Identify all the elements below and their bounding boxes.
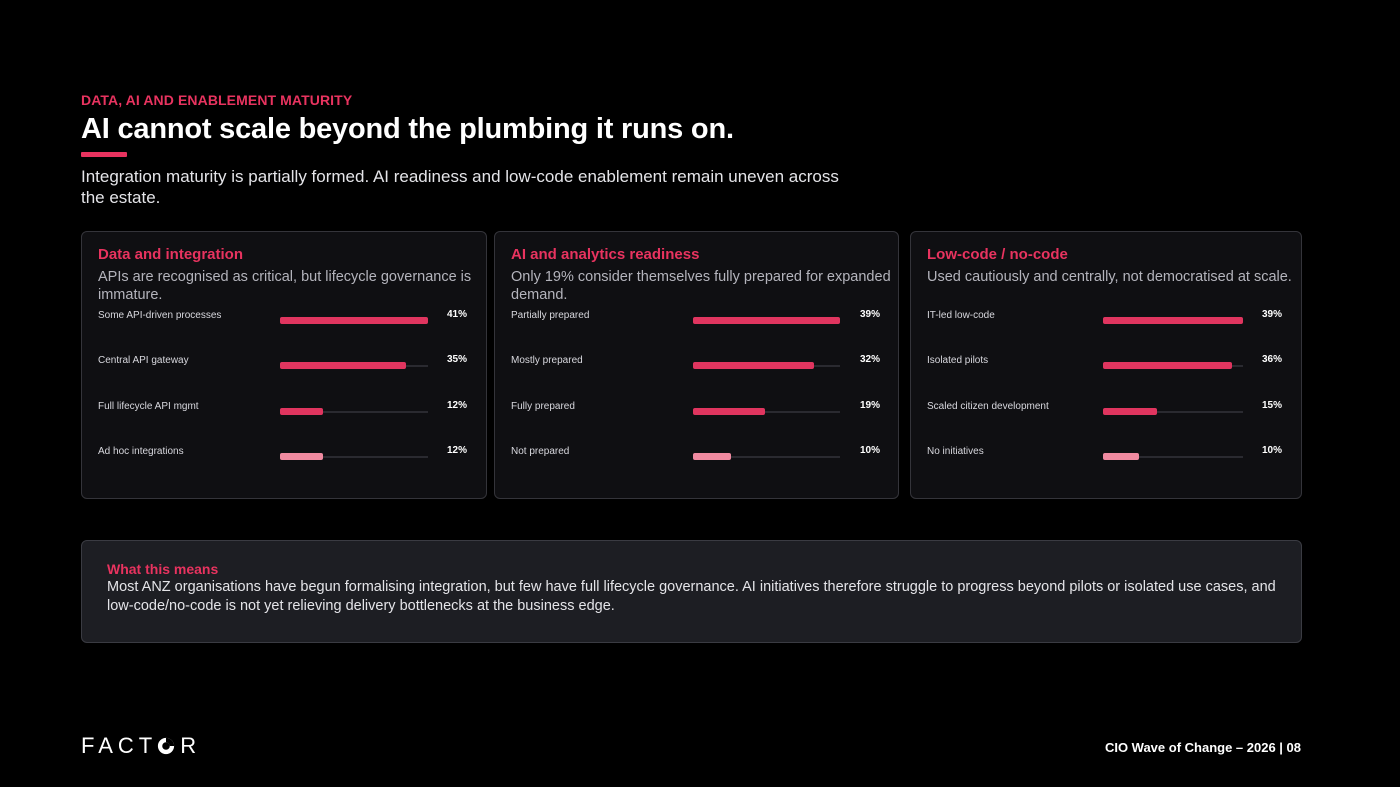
card-title: Low-code / no-code [927,246,1068,263]
logo-text-left: FACT [81,733,158,758]
bar-label: Mostly prepared [511,355,583,366]
bar-value-label: 12% [446,400,467,411]
card-data-integration: Data and integration APIs are recognised… [81,231,487,499]
title-underline [81,152,127,157]
bar-value-label: 41% [446,309,467,320]
bar-label: Full lifecycle API mgmt [98,401,199,412]
means-title: What this means [107,561,219,577]
bar-label: Not prepared [511,446,570,457]
bar-value-label: 36% [1261,354,1282,365]
bar [1103,408,1157,415]
logo-text-right: R [180,733,202,758]
bar [280,408,323,415]
card-title: Data and integration [98,246,244,263]
bar-track [693,411,840,413]
bar [1103,453,1139,460]
bar-label: Ad hoc integrations [98,446,184,457]
card-description: Used cautiously and centrally, not democ… [927,269,1292,285]
bar [280,362,406,369]
card-ai-readiness: AI and analytics readiness Only 19% cons… [494,231,899,499]
bar-value-label: 32% [859,354,880,365]
bar-label: No initiatives [927,446,984,457]
bar [280,317,428,324]
card-description: Only 19% consider themselves fully prepa… [511,269,891,303]
bar [1103,362,1232,369]
bar-value-label: 12% [446,445,467,456]
bar-track [1103,456,1243,458]
bar-value-label: 35% [446,354,467,365]
factor-logo: FACT R [81,733,202,758]
bar [693,453,731,460]
bar-value-label: 19% [859,400,880,411]
bar-track [280,411,428,413]
bar [693,408,765,415]
bar-label: Central API gateway [98,355,189,366]
bar-value-label: 10% [1261,445,1282,456]
page-footer-label: CIO Wave of Change – 2026 | 08 [1104,740,1301,755]
bar-label: Scaled citizen development [927,401,1049,412]
eyebrow-label: DATA, AI AND ENABLEMENT MATURITY [81,92,353,108]
bar-label: Isolated pilots [927,355,989,366]
bar-value-label: 15% [1261,400,1282,411]
means-text: Most ANZ organisations have begun formal… [107,579,1276,614]
page-title: AI cannot scale beyond the plumbing it r… [81,113,734,145]
bar-track [280,456,428,458]
bar-value-label: 39% [859,309,880,320]
bar-value-label: 39% [1261,309,1282,320]
card-title: AI and analytics readiness [511,246,700,263]
bar-track [1103,411,1243,413]
bar [693,317,840,324]
bar-label: Some API-driven processes [98,310,222,321]
bar-label: Fully prepared [511,401,575,412]
bar [1103,317,1243,324]
bar-label: IT-led low-code [927,310,995,321]
bar [280,453,323,460]
what-this-means-panel: What this means Most ANZ organisations h… [81,540,1302,643]
intro-text: Integration maturity is partially formed… [81,167,839,207]
bar-value-label: 10% [859,445,880,456]
card-low-code: Low-code / no-code Used cautiously and c… [910,231,1302,499]
bar [693,362,814,369]
bar-track [693,456,840,458]
factor-o-logo-icon [158,737,175,755]
bar-label: Partially prepared [511,310,590,321]
card-description: APIs are recognised as critical, but lif… [98,269,472,303]
